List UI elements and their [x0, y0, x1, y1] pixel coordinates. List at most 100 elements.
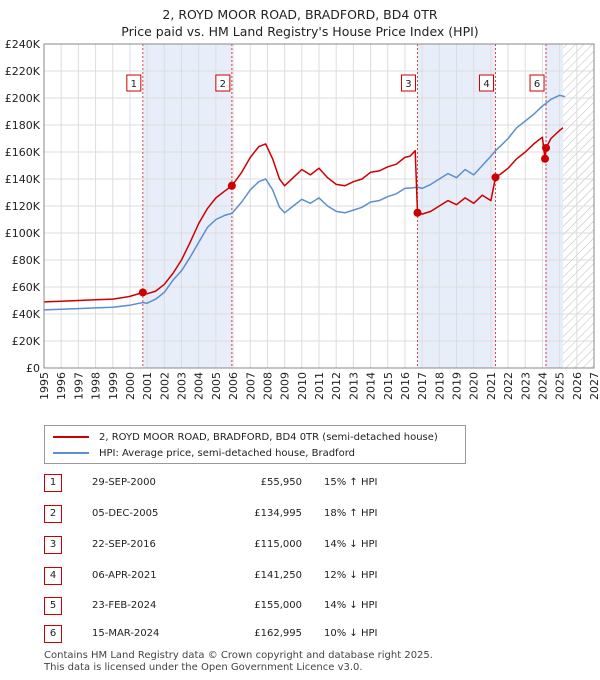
footer: Contains HM Land Registry data © Crown c… — [44, 650, 433, 674]
sale-price: £55,950 — [260, 477, 302, 488]
sale-marker: 4 — [44, 567, 62, 585]
chart-sale-markers: 1 2 3 4 6 — [126, 74, 545, 92]
y-tick-label: £20K — [12, 335, 41, 348]
legend-item-property: 2, ROYD MOOR ROAD, BRADFORD, BD4 0TR (se… — [45, 429, 438, 445]
sale-row: 4 06-APR-2021 £141,250 12% ↓ HPI — [44, 567, 464, 587]
y-tick-label: £80K — [12, 254, 41, 267]
x-tick-label: 2027 — [588, 372, 600, 400]
sale-point — [413, 208, 422, 217]
x-tick-label: 2026 — [571, 372, 584, 400]
legend-label-property: 2, ROYD MOOR ROAD, BRADFORD, BD4 0TR (se… — [99, 431, 438, 443]
x-tick-label: 2025 — [554, 372, 567, 400]
y-tick-label: £160K — [5, 146, 41, 159]
sale-date: 05-DEC-2005 — [92, 508, 159, 519]
x-tick-label: 2010 — [296, 372, 309, 400]
sale-point — [491, 173, 500, 182]
sale-row: 5 23-FEB-2024 £155,000 14% ↓ HPI — [44, 597, 464, 617]
legend-swatch-property — [53, 436, 89, 438]
sale-price: £155,000 — [254, 600, 302, 611]
sale-date: 29-SEP-2000 — [92, 477, 156, 488]
y-tick-label: £40K — [12, 308, 41, 321]
x-tick-label: 2012 — [330, 372, 343, 400]
sale-marker: 5 — [44, 597, 62, 615]
series-line — [43, 94, 565, 311]
x-tick-label: 2022 — [502, 372, 515, 400]
sale-row: 1 29-SEP-2000 £55,950 15% ↑ HPI — [44, 474, 464, 494]
sale-date: 06-APR-2021 — [92, 570, 157, 581]
chart-marker-box — [529, 74, 545, 92]
sale-row: 3 22-SEP-2016 £115,000 14% ↓ HPI — [44, 536, 464, 556]
x-tick-label: 1995 — [38, 372, 51, 400]
chart-marker-label: 6 — [534, 79, 540, 90]
plot-border — [43, 43, 595, 369]
x-tick-label: 1998 — [90, 372, 103, 400]
x-tick-label: 2009 — [279, 372, 292, 400]
x-tick-label: 2001 — [141, 372, 154, 400]
sale-marker: 3 — [44, 536, 62, 554]
chart-marker-box — [479, 74, 495, 92]
x-tick-label: 2021 — [485, 372, 498, 400]
chart-marker-box — [400, 74, 416, 92]
x-tick-label: 2017 — [416, 372, 429, 400]
x-tick-label: 2011 — [313, 372, 326, 400]
x-tick-label: 2002 — [158, 372, 171, 400]
x-tick-label: 2004 — [193, 372, 206, 400]
sale-row: 6 15-MAR-2024 £162,995 10% ↓ HPI — [44, 625, 464, 645]
sale-marker: 6 — [44, 625, 62, 643]
sale-date: 15-MAR-2024 — [92, 628, 160, 639]
y-tick-label: £180K — [5, 119, 41, 132]
chart-marker-label: 2 — [220, 79, 226, 90]
y-tick-label: £220K — [5, 65, 41, 78]
sale-point — [542, 143, 551, 152]
sale-hpi: 14% ↓ HPI — [324, 600, 378, 611]
legend-label-hpi: HPI: Average price, semi-detached house,… — [99, 447, 355, 459]
sale-row: 2 05-DEC-2005 £134,995 18% ↑ HPI — [44, 505, 464, 525]
x-tick-label: 1996 — [55, 372, 68, 400]
legend-item-hpi: HPI: Average price, semi-detached house,… — [45, 445, 355, 461]
chart-title: 2, ROYD MOOR ROAD, BRADFORD, BD4 0TR Pri… — [0, 6, 600, 40]
x-tick-label: 2013 — [347, 372, 360, 400]
x-tick-label: 2008 — [261, 372, 274, 400]
sale-hpi: 12% ↓ HPI — [324, 570, 378, 581]
series-lines — [43, 94, 565, 311]
chart-marker-box — [126, 74, 142, 92]
y-tick-label: £0 — [26, 362, 40, 375]
y-tick-label: £140K — [5, 173, 41, 186]
sale-hpi: 10% ↓ HPI — [324, 628, 378, 639]
axes: £0 £20K £40K £60K £80K £100K £120K £140K £160K £1… — [5, 38, 600, 400]
x-tick-label: 2018 — [433, 372, 446, 400]
x-tick-label: 2000 — [124, 372, 137, 400]
sale-points — [138, 143, 551, 297]
legend-swatch-hpi — [53, 452, 89, 454]
sale-hpi: 14% ↓ HPI — [324, 539, 378, 550]
series-line — [43, 127, 564, 303]
x-tick-label: 1997 — [72, 372, 85, 400]
footer-copyright: Contains HM Land Registry data © Crown c… — [44, 650, 433, 661]
legend: 2, ROYD MOOR ROAD, BRADFORD, BD4 0TR (se… — [44, 425, 466, 464]
footer-licence: This data is licensed under the Open Gov… — [44, 662, 363, 673]
sale-date: 23-FEB-2024 — [92, 600, 157, 611]
x-tick-label: 2015 — [382, 372, 395, 400]
sale-price: £134,995 — [254, 508, 302, 519]
x-tick-label: 2003 — [176, 372, 189, 400]
sale-hpi: 15% ↑ HPI — [324, 477, 378, 488]
x-tick-label: 2016 — [399, 372, 412, 400]
sale-date: 22-SEP-2016 — [92, 539, 156, 550]
y-tick-label: £60K — [12, 281, 41, 294]
x-tick-label: 2023 — [519, 372, 532, 400]
y-tick-label: £240K — [5, 38, 41, 51]
x-tick-label: 2020 — [468, 372, 481, 400]
sale-price: £141,250 — [254, 570, 302, 581]
y-tick-label: £120K — [5, 200, 41, 213]
x-tick-label: 2019 — [451, 372, 464, 400]
y-tick-label: £200K — [5, 92, 41, 105]
x-tick-label: 1999 — [107, 372, 120, 400]
sale-marker: 1 — [44, 474, 62, 492]
x-tick-label: 2007 — [244, 372, 257, 400]
y-tick-label: £100K — [5, 227, 41, 240]
chart-marker-label: 1 — [131, 79, 137, 90]
x-tick-label: 2005 — [210, 372, 223, 400]
sale-price: £115,000 — [254, 539, 302, 550]
chart-marker-label: 3 — [405, 79, 411, 90]
